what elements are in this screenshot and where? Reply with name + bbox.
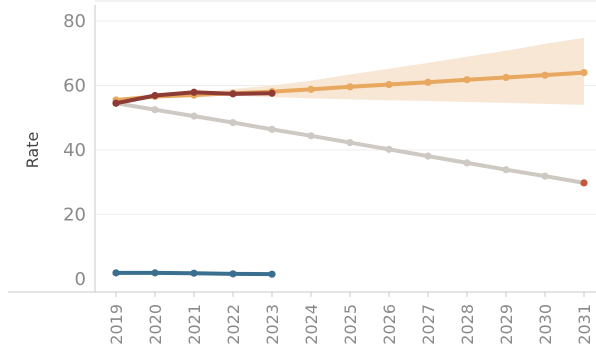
- x-tick-label-2027: 2027: [419, 304, 438, 345]
- projected-decline-point-2022: [229, 118, 237, 127]
- observed-point-2019: [112, 99, 120, 107]
- y-tick-label-0: 0: [75, 269, 86, 290]
- projected-increase-point-2028: [463, 76, 471, 84]
- projected-increase-point-2026: [385, 80, 393, 89]
- lower-series-point-2023: [268, 270, 276, 278]
- projected-band-area: [116, 37, 584, 105]
- x-tick-label-2022: 2022: [224, 304, 243, 345]
- observed-point-2022: [229, 90, 237, 98]
- projected-decline-point-2027: [424, 152, 432, 160]
- projected-decline-point-2024: [307, 132, 315, 140]
- projected-decline-point-2021: [190, 112, 198, 120]
- projected-decline-point-2026: [385, 145, 393, 153]
- x-tick-label-2025: 2025: [341, 304, 360, 345]
- projected-decline-point-2031: [580, 179, 588, 187]
- y-tick-label-80: 80: [63, 11, 86, 32]
- x-tick-label-2031: 2031: [575, 304, 594, 345]
- observed-point-2020: [151, 91, 159, 100]
- projected-increase-point-2031: [580, 69, 588, 77]
- y-tick-label-40: 40: [63, 140, 86, 161]
- x-tick-label-2019: 2019: [107, 304, 126, 345]
- y-tick-label-20: 20: [63, 205, 86, 226]
- x-tick-label-2021: 2021: [185, 304, 204, 345]
- projected-decline-point-2030: [541, 172, 549, 180]
- observed-point-2021: [190, 88, 198, 96]
- projected-decline-point-2023: [268, 125, 276, 133]
- projected-decline-point-2025: [346, 138, 354, 147]
- lower-series-point-2020: [151, 269, 159, 277]
- y-axis-label: Rate: [23, 132, 42, 169]
- observed-point-2023: [268, 89, 276, 97]
- projected-increase-point-2027: [424, 78, 432, 86]
- projected-increase-point-2030: [541, 71, 549, 79]
- y-tick-label-60: 60: [63, 76, 86, 97]
- projected-increase-point-2029: [502, 73, 510, 82]
- lower-series-point-2019: [112, 269, 120, 277]
- projected-increase-point-2025: [346, 83, 354, 91]
- lower-series-point-2021: [190, 269, 198, 277]
- x-tick-label-2029: 2029: [497, 304, 516, 345]
- x-tick-label-2024: 2024: [302, 304, 321, 345]
- x-tick-label-2030: 2030: [536, 304, 555, 345]
- projected-decline-point-2028: [463, 159, 471, 167]
- x-tick-label-2023: 2023: [263, 304, 282, 345]
- x-tick-label-2026: 2026: [380, 304, 399, 345]
- projected-decline-point-2020: [151, 106, 159, 114]
- projected-decline-point-2029: [502, 166, 510, 174]
- x-tick-label-2020: 2020: [146, 304, 165, 345]
- projected-increase-point-2024: [307, 85, 315, 93]
- x-tick-label-2028: 2028: [458, 304, 477, 345]
- lower-series-point-2022: [229, 270, 237, 278]
